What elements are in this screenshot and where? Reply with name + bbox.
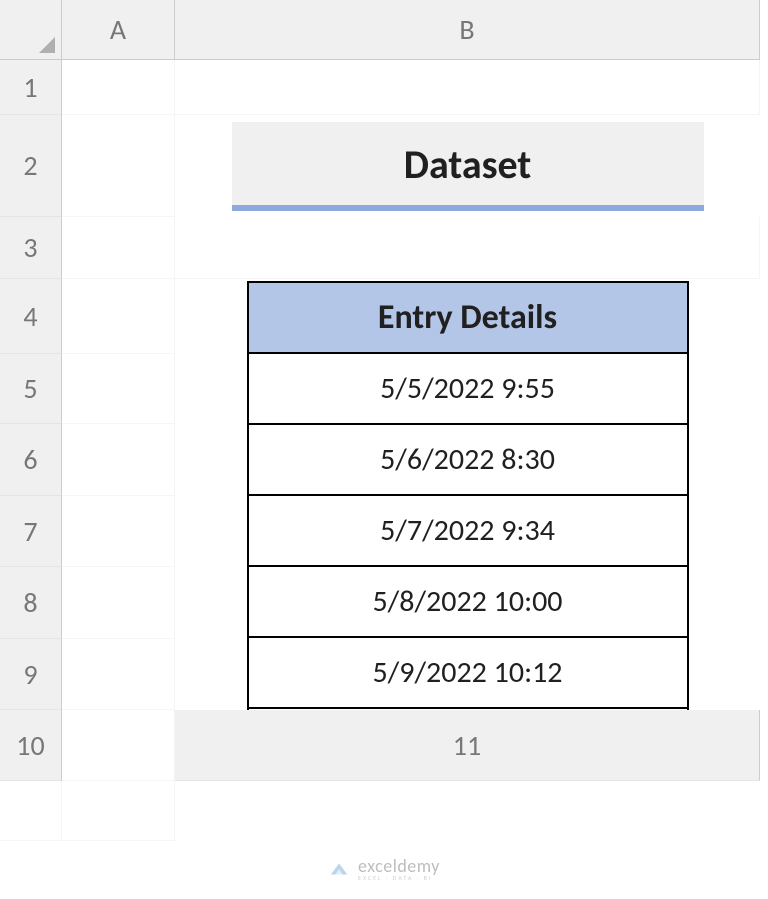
row-header-8[interactable]: 8 <box>0 567 62 639</box>
table-row[interactable]: 5/6/2022 8:30 <box>248 424 688 495</box>
table-cell: 5/8/2022 10:00 <box>248 566 688 637</box>
cell-A7[interactable] <box>62 496 175 567</box>
table-row[interactable]: 5/7/2022 9:34 <box>248 495 688 566</box>
cell-A5[interactable] <box>62 354 175 424</box>
column-header-A[interactable]: A <box>62 0 175 60</box>
cell-A2[interactable] <box>62 115 175 217</box>
row-header-6[interactable]: 6 <box>0 424 62 496</box>
row-header-11[interactable]: 11 <box>175 710 760 781</box>
row-header-9[interactable]: 9 <box>0 639 62 710</box>
watermark-text: exceldemy EXCEL · DATA · BI <box>358 857 440 881</box>
cell-A10[interactable] <box>62 710 175 781</box>
table-row[interactable]: 5/9/2022 10:12 <box>248 637 688 708</box>
row-header-4[interactable]: 4 <box>0 279 62 354</box>
select-all-corner[interactable] <box>0 0 62 60</box>
cell-B3[interactable] <box>175 217 760 279</box>
row-header-3[interactable]: 3 <box>0 217 62 279</box>
row-header-1[interactable]: 1 <box>0 60 62 115</box>
cell-A1[interactable] <box>62 60 175 115</box>
table-cell: 5/6/2022 8:30 <box>248 424 688 495</box>
cell-B1[interactable] <box>175 60 760 115</box>
row-header-5[interactable]: 5 <box>0 354 62 424</box>
table-cell: 5/9/2022 10:12 <box>248 637 688 708</box>
watermark-tagline: EXCEL · DATA · BI <box>358 875 440 881</box>
exceldemy-logo-icon <box>328 858 350 880</box>
cell-A8[interactable] <box>62 567 175 639</box>
row-header-10[interactable]: 10 <box>0 710 62 781</box>
cell-A6[interactable] <box>62 424 175 496</box>
select-all-triangle-icon <box>37 35 57 55</box>
table-cell: 5/7/2022 9:34 <box>248 495 688 566</box>
row-header-7[interactable]: 7 <box>0 496 62 567</box>
cell-A3[interactable] <box>62 217 175 279</box>
cell-A9[interactable] <box>62 639 175 710</box>
row-header-2[interactable]: 2 <box>0 115 62 217</box>
table-header: Entry Details <box>248 282 688 353</box>
cell-B4-B10[interactable]: Entry Details 5/5/2022 9:55 5/6/2022 8:3… <box>175 279 760 710</box>
spreadsheet-grid: A B 1 2 Dataset 3 4 Entry Details 5/5/20… <box>0 0 768 841</box>
cell-B2[interactable]: Dataset <box>175 115 760 217</box>
table-row[interactable]: 5/5/2022 9:55 <box>248 353 688 424</box>
cell-A4[interactable] <box>62 279 175 354</box>
watermark-brand: exceldemy <box>358 857 440 875</box>
column-header-B[interactable]: B <box>175 0 760 60</box>
table-row[interactable]: 5/8/2022 10:00 <box>248 566 688 637</box>
table-cell: 5/5/2022 9:55 <box>248 353 688 424</box>
cell-B11[interactable] <box>62 781 175 841</box>
dataset-title: Dataset <box>232 122 704 211</box>
entry-details-table: Entry Details 5/5/2022 9:55 5/6/2022 8:3… <box>247 281 689 780</box>
cell-A11[interactable] <box>0 781 62 841</box>
watermark: exceldemy EXCEL · DATA · BI <box>328 857 440 881</box>
